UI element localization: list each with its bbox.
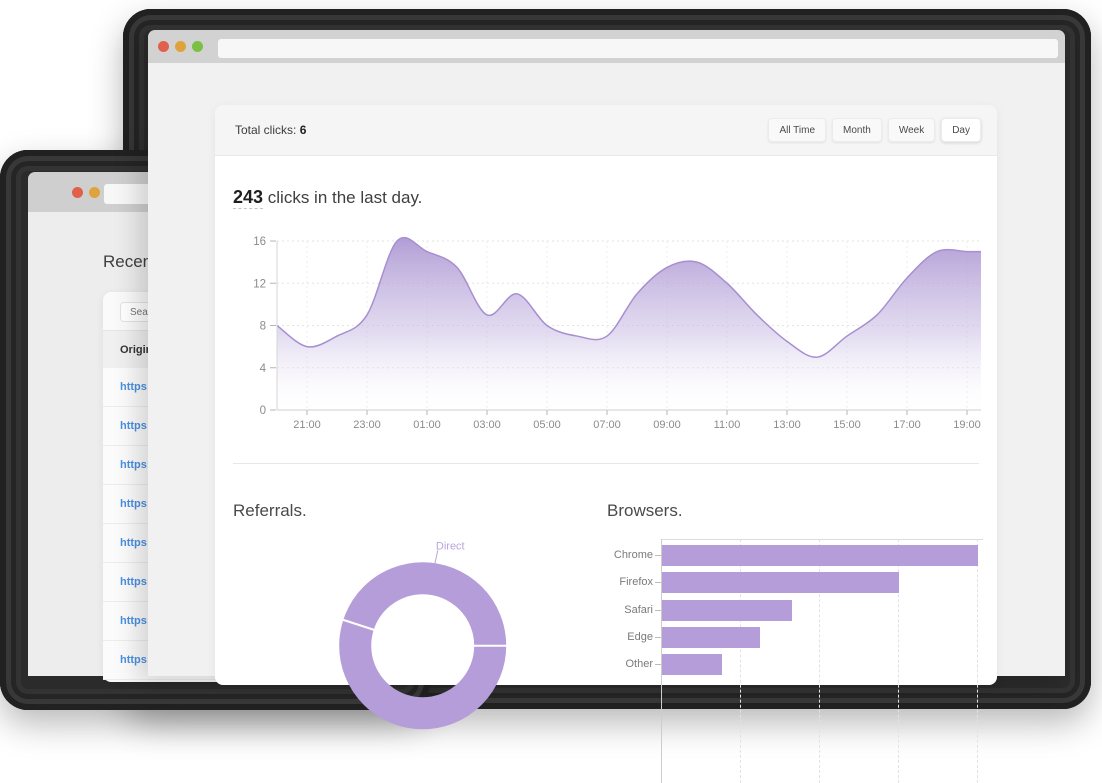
total-clicks-text: Total clicks: [235,123,297,137]
origin-column-header: Origin [120,344,153,356]
category-tick [655,555,661,556]
bar-firefox [662,572,899,594]
total-clicks-label: Total clicks: 6 [235,105,306,155]
filter-all-time-button[interactable]: All Time [768,118,827,142]
origin-link[interactable]: https:// [120,576,157,588]
clicks-count: 243 [233,187,264,209]
time-range-filter-group: All Time Month Week Day [768,118,981,142]
bar-edge [662,626,760,648]
category-axis [661,539,662,783]
origin-link[interactable]: https:// [120,498,157,510]
x-tick-label: 11:00 [714,419,741,431]
v-gridline [898,539,899,783]
donut-slice-label: Direct [436,540,465,552]
v-gridline [740,539,741,783]
x-tick-label: 23:00 [353,419,381,431]
y-tick-label: 16 [253,236,266,248]
recent-links-heading: Recent [103,252,157,271]
stats-header-bar: Total clicks: 6 All Time Month Week Day [215,105,997,156]
origin-link[interactable]: https:// [120,420,157,432]
category-tick [655,609,661,611]
label-leader-line [434,550,439,565]
close-button[interactable] [72,187,83,198]
close-button[interactable] [158,41,169,52]
filter-month-button[interactable]: Month [832,118,882,142]
clicks-area-chart: 0 4 8 12 16 21:00 23:00 01:00 03:00 05:00 07:00 09:… [253,236,981,431]
bar-safari [662,599,792,621]
origin-link[interactable]: https:// [120,654,157,666]
category-tick [655,664,661,666]
y-tick-label: 12 [253,278,266,290]
origin-link[interactable]: https:// [120,381,157,393]
plot-top-border [661,539,983,540]
slice-separator [342,618,375,632]
origin-link[interactable]: https:// [120,615,157,627]
x-tick-label: 09:00 [653,419,681,431]
total-clicks-value: 6 [299,123,307,137]
referrals-title: Referrals. [233,501,307,520]
area-line [276,236,981,358]
origin-link[interactable]: https:// [120,537,157,549]
zoom-button[interactable] [192,41,203,52]
x-tick-label: 07:00 [593,419,621,431]
y-tick-label: 8 [260,321,266,333]
dashboard-page: Total clicks: 6 All Time Month Week Day 243… [148,63,1065,783]
filter-day-button[interactable]: Day [941,118,981,142]
bar-category-label: Firefox [619,576,653,589]
minimize-button[interactable] [175,41,186,52]
referrals-donut-chart: Direct [339,540,508,730]
bar-chrome [662,545,978,566]
bar-category-label: Safari [624,603,653,616]
category-tick [655,636,661,638]
browsers-title: Browsers. [607,501,683,520]
x-tick-label: 01:00 [413,419,441,431]
analytics-card: Total clicks: 6 All Time Month Week Day 243… [215,105,997,783]
bar-category-label: Edge [627,630,653,643]
bar-category-label: Other [625,658,653,671]
minimize-button[interactable] [89,187,100,198]
area-fill [277,237,981,410]
x-tick-label: 21:00 [293,419,321,431]
category-tick [655,582,661,584]
y-tick-label: 4 [260,363,267,375]
browsers-bar-chart: Chrome Firefox Safari Edge Other [605,533,990,783]
v-gridline [977,539,978,783]
x-tick-label: 03:00 [473,419,501,431]
clicks-headline: 243 clicks in the last day. [233,187,423,209]
section-divider [233,463,979,464]
x-tick-label: 19:00 [953,419,981,431]
clicks-headline-text: clicks in the last day. [263,188,423,207]
filter-week-button[interactable]: Week [887,118,936,142]
bar-other [662,654,723,676]
x-tick-label: 05:00 [533,419,561,431]
bar-category-label: Chrome [613,549,653,561]
origin-link[interactable]: https:// [120,459,157,471]
front-browser-window: Total clicks: 6 All Time Month Week Day 243… [148,30,1065,783]
donut-ring [339,562,507,730]
x-tick-label: 17:00 [893,419,921,431]
front-browser-toolbar [148,30,1065,63]
x-tick-label: 13:00 [773,419,801,431]
y-tick-label: 0 [260,405,266,417]
v-gridline [819,539,820,783]
address-bar[interactable] [218,39,1058,58]
x-tick-label: 15:00 [833,419,861,431]
